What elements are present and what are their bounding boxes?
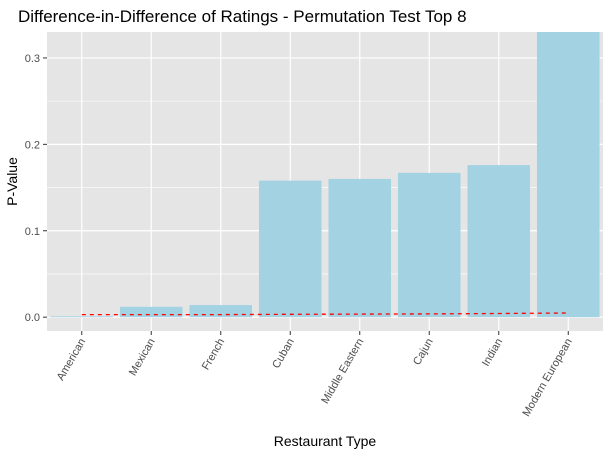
y-tick-label: 0.0 [25, 312, 40, 324]
bar [50, 316, 114, 318]
x-axis: American Mexican French Cuban Middle Eastern… [55, 331, 575, 419]
bar [258, 180, 322, 318]
bar [536, 32, 600, 318]
x-tick-label: Cajun [411, 337, 436, 368]
bar [397, 172, 461, 318]
bars [50, 32, 600, 318]
x-tick-label: Cuban [270, 337, 297, 371]
bar [119, 306, 183, 318]
x-tick-label: Indian [480, 337, 505, 369]
x-tick-label: Middle Eastern [319, 337, 366, 407]
bar [189, 305, 253, 318]
x-tick-label: French [200, 337, 228, 373]
x-axis-title: Restaurant Type [274, 433, 377, 449]
bar [467, 165, 531, 318]
y-tick-label: 0.3 [25, 53, 40, 65]
y-tick-label: 0.2 [25, 139, 40, 151]
x-tick-label: Modern European [520, 337, 574, 419]
threshold-line [81, 312, 569, 316]
bar [328, 178, 392, 318]
x-tick-label: Mexican [127, 337, 158, 378]
chart-title: Difference-in-Difference of Ratings - Pe… [18, 7, 467, 26]
y-axis-title: P-Value [4, 157, 20, 206]
x-tick-label: American [55, 337, 89, 383]
y-tick-label: 0.1 [25, 226, 40, 238]
y-axis: 0.0 0.1 0.2 0.3 [25, 53, 47, 324]
